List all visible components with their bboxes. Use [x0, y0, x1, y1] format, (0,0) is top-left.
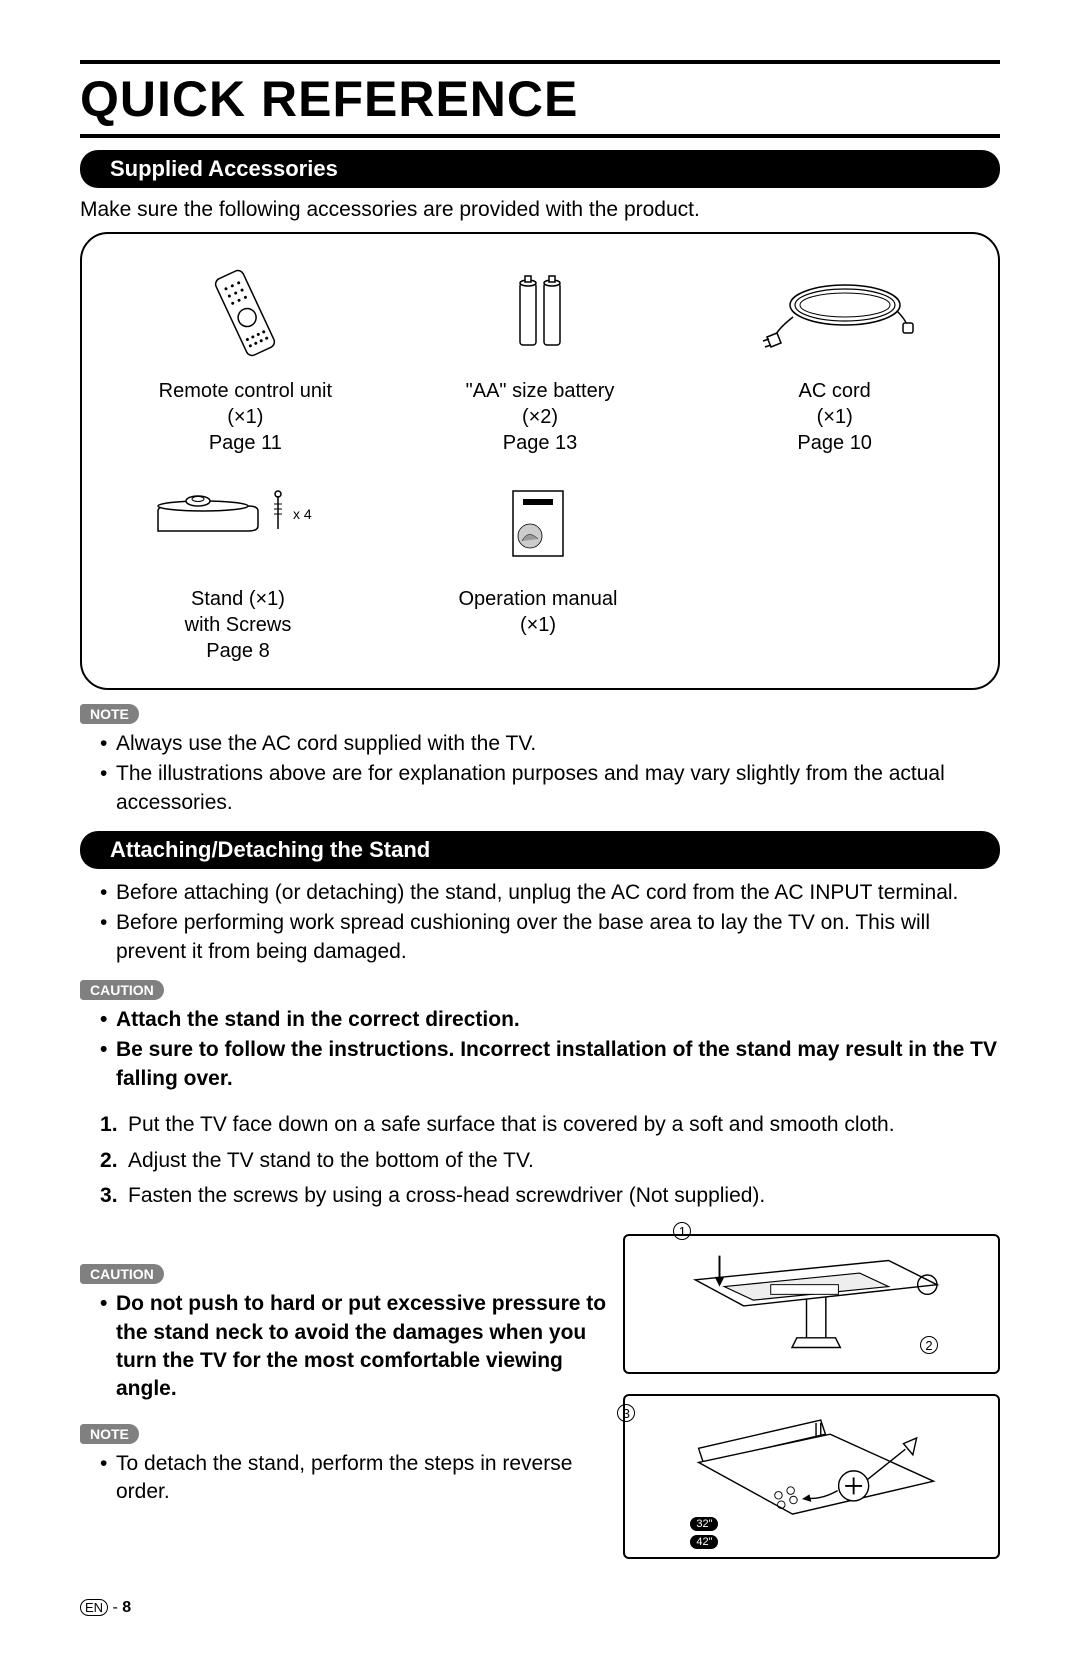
accessory-line2: with Screws: [185, 612, 292, 638]
caution-badge: CAUTION: [80, 980, 164, 1000]
accessory-page: Page 11: [209, 430, 282, 456]
accessory-label: Operation manual: [459, 586, 618, 612]
accessory-qty: (×1): [520, 612, 556, 638]
svg-text:x 4: x 4: [293, 506, 312, 522]
accessory-page: Page 13: [503, 430, 578, 456]
accessory-label: Stand (×1): [191, 586, 285, 612]
list-item: Be sure to follow the instructions. Inco…: [100, 1036, 1000, 1093]
accessory-label: "AA" size battery: [466, 378, 615, 404]
list-item: Fasten the screws by using a cross-head …: [100, 1178, 1000, 1214]
note1-list: Always use the AC cord supplied with the…: [80, 730, 1000, 817]
steps-list: Put the TV face down on a safe surface t…: [80, 1107, 1000, 1214]
size-badge-42: 42": [690, 1535, 718, 1549]
accessory-manual: Operation manual (×1): [428, 476, 648, 664]
accessories-box: Remote control unit (×1) Page 11 "AA" si…: [80, 232, 1000, 690]
list-item: To detach the stand, perform the steps i…: [100, 1450, 607, 1507]
caution-badge: CAUTION: [80, 1264, 164, 1284]
accessory-qty: (×2): [522, 404, 558, 430]
manual-icon: [498, 476, 578, 576]
section-header-attaching-stand: Attaching/Detaching the Stand: [80, 831, 1000, 869]
note-badge: NOTE: [80, 704, 139, 724]
caution2-list: Do not push to hard or put excessive pre…: [80, 1290, 607, 1403]
bottom-right-column: 1 2 3: [623, 1234, 1000, 1559]
list-item: Before attaching (or detaching) the stan…: [100, 879, 1000, 907]
diagram-2: 3: [623, 1394, 1000, 1559]
diagram-1: 1 2: [623, 1234, 1000, 1374]
battery-icon: [505, 258, 575, 368]
page-footer: EN - 8: [80, 1599, 1000, 1617]
accessory-label: Remote control unit: [159, 378, 332, 404]
accessory-page: Page 8: [206, 638, 269, 664]
list-item: The illustrations above are for explanat…: [100, 760, 1000, 817]
accessory-page: Page 10: [797, 430, 872, 456]
note-badge: NOTE: [80, 1424, 139, 1444]
accessory-remote: Remote control unit (×1) Page 11: [98, 258, 393, 456]
section-header-supplied-accessories: Supplied Accessories: [80, 150, 1000, 188]
stand-icon: x 4: [148, 476, 328, 576]
ac-cord-icon: [755, 258, 915, 368]
supplied-intro: Make sure the following accessories are …: [80, 198, 1000, 222]
accessory-qty: (×1): [227, 404, 263, 430]
accessory-battery: "AA" size battery (×2) Page 13: [393, 258, 688, 456]
list-item: Put the TV face down on a safe surface t…: [100, 1107, 1000, 1143]
size-badge-32: 32": [690, 1517, 718, 1531]
list-item: Always use the AC cord supplied with the…: [100, 730, 1000, 758]
accessory-stand: x 4 Stand (×1) with Screws Page 8: [128, 476, 348, 664]
caution1-list: Attach the stand in the correct directio…: [80, 1006, 1000, 1093]
accessory-label: AC cord: [799, 378, 871, 404]
accessory-qty: (×1): [817, 404, 853, 430]
note2-list: To detach the stand, perform the steps i…: [80, 1450, 607, 1507]
page-title: QUICK REFERENCE: [80, 60, 1000, 138]
list-item: Attach the stand in the correct directio…: [100, 1006, 1000, 1034]
footer-lang: EN: [80, 1599, 108, 1616]
footer-page: 8: [122, 1599, 131, 1616]
footer-sep: -: [108, 1599, 122, 1616]
remote-icon: [200, 258, 290, 368]
list-item: Do not push to hard or put excessive pre…: [100, 1290, 607, 1403]
section2-bullets: Before attaching (or detaching) the stan…: [80, 879, 1000, 966]
list-item: Adjust the TV stand to the bottom of the…: [100, 1143, 1000, 1179]
bottom-left-column: CAUTION Do not push to hard or put exces…: [80, 1234, 607, 1559]
accessory-ac-cord: AC cord (×1) Page 10: [687, 258, 982, 456]
list-item: Before performing work spread cushioning…: [100, 909, 1000, 966]
